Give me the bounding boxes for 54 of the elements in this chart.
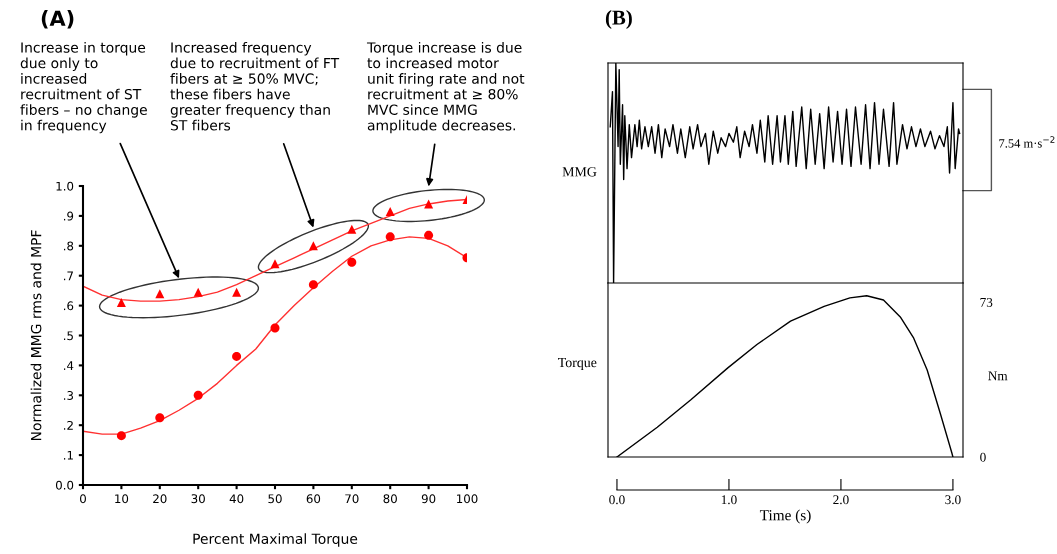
- x-tick-label: 3.0: [945, 495, 961, 505]
- y-tick-label: .7: [63, 271, 73, 281]
- x-tick-label: 0: [80, 494, 86, 504]
- point: [385, 206, 395, 216]
- point: [116, 431, 126, 441]
- text: Increase in torque due only to increased recruitment of ST fibers – no change in frequency: [20, 42, 147, 134]
- x-tick-label: 2.0: [833, 495, 849, 505]
- x-tick-label: 70: [345, 494, 359, 504]
- chart-title: (B): [605, 10, 632, 29]
- text: Torque increase is due to increased motor unit firing rate and not recruitment at ≥ 80% MVC since MMG amplitude decreases.: [366, 42, 525, 134]
- y-tick-label: 0.0: [55, 480, 74, 490]
- point: [270, 323, 280, 333]
- y-tick-label: .1: [63, 450, 73, 460]
- y-tick-label: .4: [63, 361, 74, 370]
- point: [193, 390, 203, 400]
- point: [193, 287, 203, 297]
- x-tick-label: 100: [457, 494, 478, 504]
- point: [347, 224, 357, 234]
- point: [347, 257, 357, 267]
- y-axis-title: Normalized MMG rms and MPF: [30, 230, 42, 441]
- x-tick-label: 1.0: [721, 495, 737, 505]
- x-tick-label: 20: [153, 494, 167, 504]
- point: [232, 351, 242, 361]
- x-tick-label: 50: [268, 494, 282, 504]
- text: 7.54 m·s$^{−2}$: [999, 136, 1055, 148]
- x-tick-label: 0.0: [609, 495, 625, 505]
- text: Increased frequency due to recruitment of FT fibers at ≥ 50% MVC; these fibers have greater frequency than ST fibers: [170, 42, 340, 131]
- point: [270, 259, 280, 269]
- point: [155, 413, 165, 423]
- x-tick-label: 10: [115, 494, 129, 504]
- x-tick-label: 40: [229, 494, 244, 504]
- y-tick-label: .6: [63, 301, 74, 311]
- y-tick-label: .5: [63, 331, 73, 341]
- y-axis-title: Torque: [558, 357, 597, 370]
- y-tick-label: .3: [63, 391, 74, 400]
- point: [424, 230, 434, 240]
- point: [116, 298, 126, 308]
- y2-axis-title: Nm: [988, 371, 1008, 381]
- chart-title: (A): [41, 10, 74, 29]
- point: [308, 280, 318, 290]
- y-tick-label: .2: [63, 420, 73, 430]
- y-axis-title: MMG: [562, 167, 597, 177]
- y-tick-label: 1.0: [56, 181, 74, 191]
- x-tick-label: 90: [421, 494, 436, 504]
- x-axis-title: Percent Maximal Torque: [193, 533, 358, 547]
- x-tick-label: 60: [306, 494, 321, 504]
- y-tick-label: .9: [63, 211, 74, 221]
- point: [385, 232, 395, 242]
- x-axis-title: Time (s): [759, 509, 811, 524]
- x-tick-label: 80: [383, 494, 397, 504]
- point: [232, 287, 242, 297]
- y-tick-label: .8: [63, 241, 74, 251]
- y-tick-label: 73: [980, 297, 993, 307]
- x-tick-label: 30: [191, 494, 205, 504]
